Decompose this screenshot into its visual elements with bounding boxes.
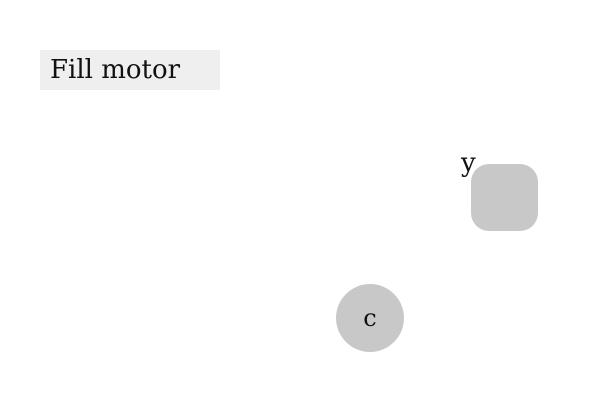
circle-node-label: c: [363, 304, 377, 332]
square-node-label: y: [461, 148, 476, 178]
title-label: Fill motor: [40, 50, 220, 90]
title-text: Fill motor: [50, 55, 181, 85]
circle-node[interactable]: c: [336, 284, 404, 352]
square-node[interactable]: [471, 164, 538, 231]
